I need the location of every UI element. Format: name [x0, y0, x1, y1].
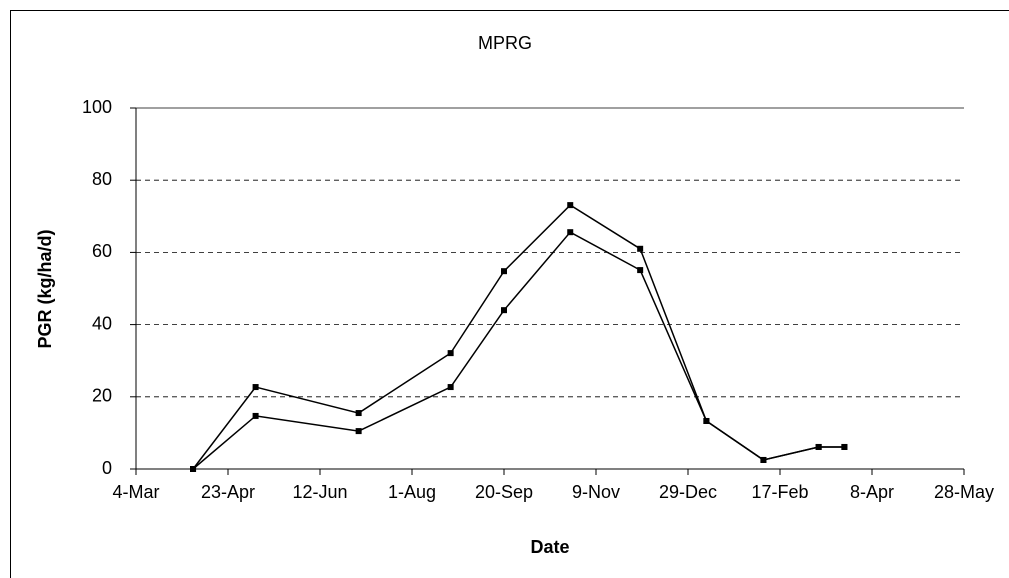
point — [252, 384, 259, 391]
point — [447, 350, 454, 357]
point — [355, 428, 362, 435]
y-tick-label: 60 — [92, 241, 112, 261]
y-tick-label: 20 — [92, 386, 112, 406]
x-tick-label: 9-Nov — [572, 482, 620, 502]
y-tick-label: 40 — [92, 313, 112, 333]
x-tick-label: 29-Dec — [659, 482, 717, 502]
point — [252, 412, 259, 419]
x-tick-label: 28-May — [934, 482, 994, 502]
point — [501, 268, 507, 275]
x-tick-label: 8-Apr — [850, 482, 894, 502]
x-tick-label: 20-Sep — [475, 482, 533, 502]
y-tick-label: 0 — [102, 458, 112, 478]
x-tick-label: 17-Feb — [751, 482, 808, 502]
point — [190, 466, 197, 472]
x-axis-title: Date — [530, 537, 569, 557]
y-tick-label: 100 — [82, 97, 112, 117]
point — [841, 443, 848, 450]
x-tick-label: 4-Mar — [112, 482, 159, 502]
point — [355, 410, 362, 417]
point — [637, 267, 644, 274]
chart-title: MPRG — [478, 33, 532, 53]
chart-frame — [10, 10, 1009, 578]
point — [815, 443, 822, 450]
point — [501, 307, 507, 314]
point — [760, 456, 767, 463]
x-tick-label: 12-Jun — [292, 482, 347, 502]
point — [703, 417, 710, 424]
point — [637, 245, 644, 252]
y-axis-title: PGR (kg/ha/d) — [35, 229, 55, 348]
point — [567, 202, 574, 209]
point — [447, 384, 454, 391]
y-tick-label: 80 — [92, 169, 112, 189]
x-tick-label: 1-Aug — [388, 482, 436, 502]
x-tick-label: 23-Apr — [201, 482, 255, 502]
point — [567, 229, 574, 236]
